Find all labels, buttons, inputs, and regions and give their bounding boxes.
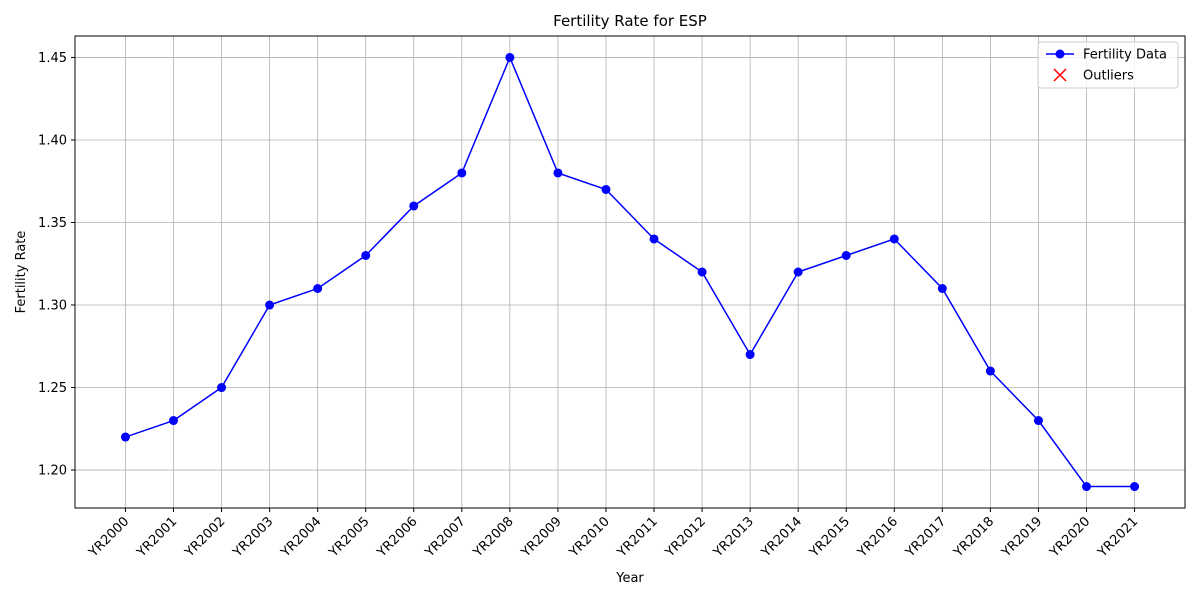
y-tick-label: 1.20 [38,464,67,479]
x-tick-label: YR2002 [182,514,229,561]
x-tick-label: YR2000 [86,514,133,561]
x-tick-label: YR2003 [230,514,277,561]
point [505,52,515,62]
x-tick-label: YR2019 [999,514,1046,561]
point [601,184,611,194]
x-tick-label: YR2008 [470,514,517,561]
point [697,267,707,277]
x-tick-label: YR2014 [758,514,805,561]
point [1130,482,1140,492]
point [793,267,803,277]
y-tick-label: 1.30 [38,299,67,314]
x-tick-label: YR2006 [374,514,421,561]
x-tick-label: YR2018 [951,514,998,561]
x-tick-label: YR2020 [1047,514,1094,561]
point [937,284,947,294]
x-tick-label: YR2015 [806,514,853,561]
point [169,416,179,426]
legend: Fertility Data Outliers [1037,41,1179,89]
point [985,366,995,376]
x-tick-label: YR2007 [422,514,469,561]
legend-marker [1053,68,1067,82]
y-tick-label: 1.45 [38,51,67,66]
legend-marker [1055,49,1065,59]
point [217,383,227,393]
point [889,234,899,244]
point [361,250,371,260]
point [409,201,419,211]
point [313,284,323,294]
x-axis-label: Year [615,571,644,586]
x-tick-label: YR2011 [614,514,661,561]
legend-label: Fertility Data [1083,48,1167,63]
point [1033,416,1043,426]
x-tick-label: YR2012 [662,514,709,561]
legend-label: Outliers [1083,69,1134,84]
x-tick-label: YR2001 [134,514,181,561]
y-tick-label: 1.25 [38,381,67,396]
point [745,350,755,360]
y-tick-label: 1.40 [38,133,67,148]
x-tick-label: YR2004 [278,514,325,561]
y-tick-label: 1.35 [38,216,67,231]
chart-title: Fertility Rate for ESP [553,12,707,30]
x-tick-label: YR2017 [902,514,949,561]
point [1081,482,1091,492]
point [120,432,130,442]
x-tick-label: YR2021 [1095,514,1142,561]
y-axis-label: Fertility Rate [14,231,29,314]
point [457,168,467,178]
plot-frame [74,35,1186,509]
x-tick-label: YR2010 [566,514,613,561]
x-tick-label: YR2013 [710,514,757,561]
point [841,250,851,260]
point [649,234,659,244]
point [265,300,275,310]
x-tick-label: YR2016 [854,514,901,561]
line [125,55,1135,488]
x-tick-label: YR2009 [518,514,565,561]
x-tick-label: YR2005 [326,514,373,561]
point [553,168,563,178]
